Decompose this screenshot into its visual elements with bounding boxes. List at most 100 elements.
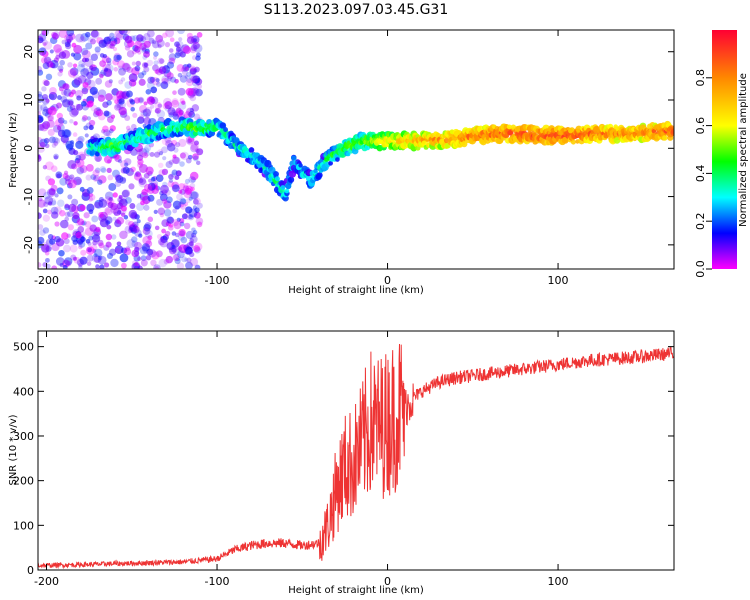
spectrogram-point	[57, 71, 63, 77]
spectrogram-point	[183, 212, 192, 220]
spectrogram-point	[98, 211, 104, 218]
spectrogram-point	[77, 239, 84, 245]
spectrogram-point	[507, 129, 514, 136]
spectrogram-point	[187, 63, 192, 68]
spectrogram-point	[125, 219, 131, 226]
spectrogram-point	[118, 98, 125, 105]
spectrogram-point	[98, 198, 108, 208]
spectrogram-point	[84, 57, 90, 62]
spectrogram-point	[112, 192, 118, 198]
spectrogram-point	[69, 67, 79, 76]
spectrogram-point	[60, 134, 69, 143]
spectrogram-point	[178, 138, 187, 148]
spectrogram-point	[196, 202, 203, 209]
spectrogram-point	[124, 81, 133, 89]
spectrogram-point	[156, 234, 163, 240]
spectrogram-point	[42, 93, 49, 100]
spectrogram-point	[143, 33, 151, 41]
spectrogram-point	[125, 167, 134, 176]
spectrogram-point	[77, 151, 87, 161]
spectrogram-point	[171, 231, 177, 236]
spectrogram-point	[64, 216, 70, 222]
spectrogram-point	[85, 122, 92, 129]
spectrogram-point	[67, 194, 73, 200]
spectrogram-point	[86, 163, 94, 172]
x-tick-label: -200	[34, 575, 59, 588]
spectrogram-y-ticks: -20 -10 0 10 20	[22, 45, 674, 254]
spectrogram-point	[96, 106, 101, 112]
spectrogram-point	[112, 216, 117, 221]
spectrogram-point	[70, 176, 77, 183]
spectrogram-point	[53, 57, 59, 63]
spectrogram-point	[105, 70, 113, 78]
spectrogram-point	[175, 142, 181, 148]
spectrogram-point	[181, 213, 188, 220]
spectrogram-point	[82, 81, 89, 89]
spectrogram-point	[140, 200, 145, 206]
spectrogram-point	[38, 155, 41, 160]
spectrogram-point	[171, 109, 176, 114]
spectrogram-point	[122, 62, 130, 70]
snr-x-ticks: -200 -100 0 100	[34, 331, 569, 588]
spectrogram-point	[153, 51, 159, 57]
spectrogram-point	[98, 71, 105, 78]
spectrogram-point	[47, 178, 56, 186]
spectrogram-point	[79, 165, 88, 174]
spectrogram-point	[193, 211, 201, 219]
spectrogram-point	[56, 173, 62, 179]
spectrogram-point	[40, 104, 48, 111]
spectrogram-point	[165, 160, 173, 169]
spectrogram-point	[104, 111, 112, 118]
spectrogram-point	[64, 175, 71, 182]
spectrogram-point	[154, 107, 161, 114]
spectrogram-point	[159, 193, 168, 202]
spectrogram-point	[85, 31, 91, 38]
spectrogram-point	[176, 262, 185, 269]
spectrogram-point	[108, 248, 117, 256]
spectrogram-point	[139, 246, 148, 255]
spectrogram-point	[149, 76, 156, 83]
spectrogram-point	[195, 55, 201, 61]
spectrogram-point	[78, 265, 83, 269]
spectrogram-point	[128, 209, 138, 219]
y-tick-label: -20	[22, 236, 35, 254]
spectrogram-point	[49, 238, 56, 245]
spectrogram-point	[75, 158, 85, 168]
spectrogram-point	[570, 139, 576, 145]
x-tick-label: -100	[205, 575, 230, 588]
spectrogram-point	[189, 191, 198, 200]
spectrogram-point	[86, 186, 94, 194]
spectrogram-point	[180, 236, 188, 244]
spectrogram-point	[124, 115, 131, 122]
spectrogram-point	[177, 111, 183, 117]
spectrogram-point	[194, 77, 200, 84]
spectrogram-point	[99, 73, 104, 79]
spectrogram-point	[114, 218, 120, 224]
spectrogram-point	[77, 64, 85, 72]
spectrogram-point	[219, 122, 227, 129]
spectrogram-point	[51, 211, 59, 219]
spectrogram-point	[117, 159, 123, 164]
spectrogram-point	[138, 177, 147, 185]
spectrogram-point	[461, 140, 468, 148]
spectrogram-point	[92, 176, 99, 182]
spectrogram-point	[86, 203, 95, 212]
spectrogram-point	[172, 154, 177, 159]
spectrogram-point	[54, 221, 60, 227]
spectrogram-point	[53, 44, 62, 53]
spectrogram-point	[73, 77, 83, 86]
spectrogram-point	[68, 32, 76, 41]
spectrogram-point	[133, 97, 141, 104]
x-tick-label: -100	[205, 274, 230, 287]
spectrogram-point	[108, 183, 117, 191]
spectrogram-point	[118, 30, 125, 35]
spectrogram-point	[102, 125, 109, 133]
spectrogram-point	[38, 262, 42, 268]
spectrogram-point	[38, 104, 43, 113]
spectrogram-point	[57, 199, 65, 207]
spectrogram-point	[167, 180, 175, 188]
colorbar-gradient	[712, 30, 737, 269]
spectrogram-point	[192, 155, 199, 162]
spectrogram-point	[148, 249, 157, 258]
spectrogram-point	[126, 239, 136, 248]
